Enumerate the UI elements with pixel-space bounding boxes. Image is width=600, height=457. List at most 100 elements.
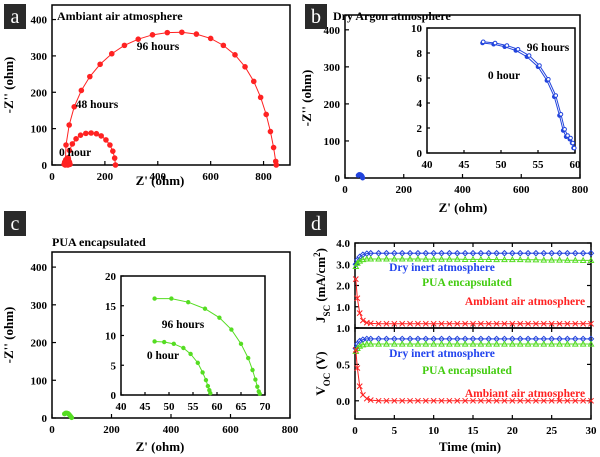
panel-d-data-point	[445, 340, 453, 347]
panel-b-xtick-label: 600	[513, 184, 530, 196]
panel-b-inset-ytick-label: 4	[417, 98, 423, 110]
panel-a-data-point	[73, 136, 79, 142]
panel-a-xtick-label: 600	[202, 171, 219, 183]
panel-a-data-point	[83, 130, 89, 137]
panel-d-data-point	[556, 320, 563, 327]
panel-letter-box	[4, 4, 26, 29]
panel-c-inset-data-point	[152, 339, 157, 344]
panel-d-data-point	[477, 340, 485, 347]
panel-b-ytick-label: 200	[324, 99, 341, 111]
panel-b-inset-data-point	[504, 43, 510, 48]
panel-d-data-point	[430, 255, 438, 262]
panel-d-ytick-label: 0.0	[336, 396, 350, 408]
panel-c-inset-data-point	[217, 315, 222, 320]
panel-b-inset-ytick-label: 6	[417, 73, 423, 85]
panel-d-data-point	[525, 320, 532, 327]
panel-a-data-point	[69, 141, 76, 147]
panel-a-data-point	[98, 133, 104, 139]
ylabel-sub: OC	[322, 373, 332, 387]
panel-c-inset-xtick-label: 70	[260, 401, 272, 413]
panel-letter-box	[305, 211, 327, 236]
panel-d-data-point	[517, 397, 524, 404]
panel-a-data-point	[88, 130, 94, 136]
panel-c-inset-ytick-label: 0	[111, 390, 117, 402]
panel-b-series-0	[355, 172, 366, 181]
panel-c-inset-ytick-label: 5	[111, 360, 117, 372]
panel-d-data-point	[446, 320, 453, 327]
panel-b-inset-xtick-label: 45	[459, 159, 471, 171]
panel-d-data-point	[485, 320, 492, 327]
panel-b-ytick-label: 100	[324, 136, 341, 148]
panel-b-inset-annotation-0h: 0 hour	[488, 70, 520, 82]
panel-a-data-point	[232, 52, 238, 58]
panel-c-inset-xtick-label: 60	[212, 401, 224, 413]
panel-d-data-point	[501, 397, 508, 404]
panel-d-data-point	[454, 397, 461, 404]
panel-d-data-point	[462, 397, 469, 404]
panel-d-data-point	[493, 255, 501, 263]
panel-b-inset-data-point	[571, 145, 577, 151]
panel-d-data-point	[508, 255, 516, 263]
ylabel-tail: (mA/cm	[313, 257, 328, 305]
panel-d-series-line	[355, 252, 591, 265]
panel-letter-box	[305, 4, 327, 29]
panel-c-ytick-label: 400	[31, 262, 48, 274]
panel-a-data-point	[107, 142, 113, 148]
panel-d-data-point	[367, 320, 374, 327]
panel-d-xlabel: Time (min)	[439, 439, 501, 454]
panel-c-xtick-label: 800	[282, 424, 299, 436]
panel-b-inset-annotation-96h: 96 hours	[527, 42, 570, 54]
panel-letter-box	[4, 211, 26, 236]
panel-a-frame	[51, 4, 291, 166]
panel-a-ytick-label: 300	[31, 51, 48, 63]
panel-d-0-ylabel: JSC (mA/cm2)	[312, 248, 332, 323]
panel-d-data-point	[367, 255, 375, 262]
panel-a-data-point	[135, 36, 142, 42]
panel-d-data-point	[516, 340, 524, 347]
panel-a-title: Ambiant air atmosphere	[57, 9, 183, 23]
panel-d-data-point	[375, 320, 382, 327]
panel-d-0-label-0: Dry inert atmosphere	[389, 262, 495, 274]
panel-d-data-point	[438, 255, 445, 262]
panel-a-data-point	[66, 147, 73, 154]
panel-c-inset-data-point	[253, 377, 258, 382]
panel-c-ytick-label: 100	[31, 375, 48, 387]
panel-d-data-point	[406, 255, 414, 262]
panel-d-data-point	[352, 346, 359, 353]
panel-c-inset-series-1	[152, 296, 262, 397]
panel-d-data-point	[540, 256, 548, 263]
panel-c-inset-frame	[120, 275, 266, 396]
panel-d-data-point	[363, 255, 371, 262]
panel-d-data-point	[588, 397, 594, 404]
panel-d-series-line	[355, 343, 591, 352]
ylabel-sup: 2	[312, 252, 322, 257]
panel-d-data-point	[383, 397, 390, 404]
panel-d-data-point	[399, 397, 406, 404]
panel-c-inset-data-point	[229, 327, 234, 332]
panel-d-data-point	[375, 255, 383, 262]
panel-b-xtick-label: 800	[572, 184, 589, 196]
panel-b-data-point	[360, 175, 366, 181]
panel-d-data-point	[525, 397, 532, 404]
panel-c-inset-data-point	[246, 355, 251, 361]
panel-a-data-point	[273, 162, 280, 168]
panel-b-inset-xtick-label: 60	[570, 159, 582, 171]
panel-d-data-point	[352, 276, 359, 283]
panel-b-xtick-label: 200	[396, 184, 413, 196]
panel-c-inset-xtick-label: 40	[116, 401, 128, 413]
panel-d-data-point	[524, 249, 532, 257]
panel-d-data-point	[572, 397, 579, 404]
panel-d-data-point	[508, 340, 516, 347]
panel-d-data-point	[375, 397, 382, 404]
panel-a-xtick-label: 0	[49, 171, 55, 183]
panel-b-xlabel: Z' (ohm)	[439, 200, 488, 215]
panel-d-data-point	[477, 320, 484, 327]
panel-d-data-point	[501, 255, 508, 263]
panel-d-xtick-label: 15	[468, 425, 480, 437]
panel-c-inset-data-point	[152, 296, 157, 301]
panel-d-data-point	[422, 255, 430, 262]
panel-a-annotation-48h: 48 hours	[76, 99, 119, 111]
panel-c-inset-data-point	[162, 339, 167, 345]
panel-c-series-0	[61, 410, 75, 421]
panel-a-data-point	[66, 122, 72, 128]
